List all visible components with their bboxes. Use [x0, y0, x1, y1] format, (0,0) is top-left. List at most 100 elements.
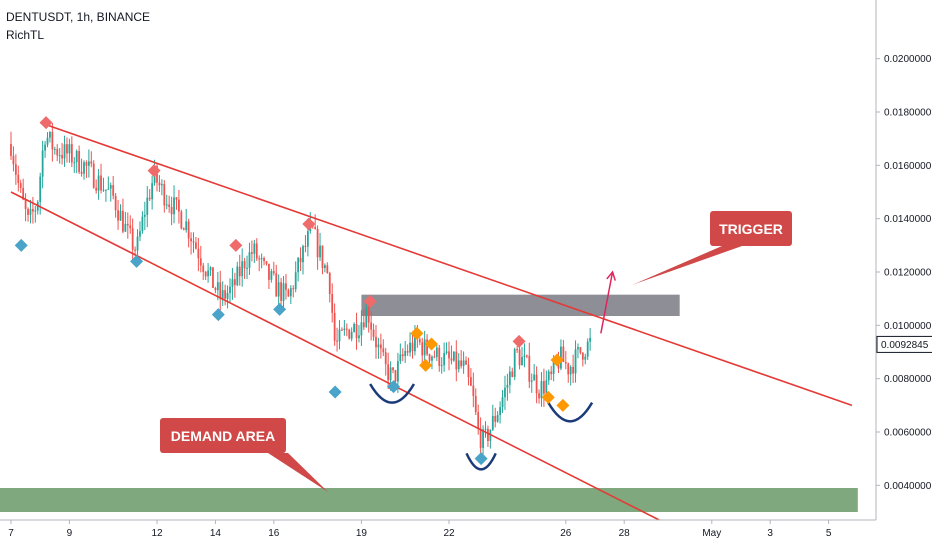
candle-body [421, 342, 424, 356]
candle-body [214, 288, 217, 291]
candle-body [452, 351, 455, 361]
candle-body [525, 355, 528, 357]
candle-body [277, 282, 280, 297]
candle-body [406, 351, 409, 353]
candle-body [236, 266, 239, 286]
candle-body [399, 354, 402, 362]
candle-body [581, 352, 584, 360]
candle-body [56, 148, 59, 156]
candle-body [445, 351, 448, 354]
price-tick-label: 0.0140000 [884, 214, 932, 225]
candle-body [280, 282, 282, 301]
candle-body [538, 393, 540, 399]
candle-body [253, 243, 256, 254]
candle-body [207, 270, 209, 277]
candle-body [302, 246, 304, 263]
candle-body [61, 155, 63, 159]
candle-body [394, 370, 397, 382]
candle-body [474, 395, 477, 413]
candle-body [516, 349, 519, 351]
candle-body [289, 288, 292, 297]
candle-body [494, 415, 497, 422]
candle-body [241, 261, 244, 277]
candle-body [431, 356, 433, 361]
candle-body [192, 241, 195, 243]
candle-body [506, 384, 509, 388]
candle-body [465, 360, 467, 365]
candle-body [221, 290, 224, 299]
current-price-label: 0.0092845 [881, 340, 929, 351]
candle-body [46, 137, 49, 145]
indicator-label: RichTL [6, 28, 45, 42]
trigger-callout: TRIGGER [632, 211, 792, 285]
candle-body [260, 258, 263, 260]
candle-body [404, 351, 407, 357]
symbol-title: DENTUSDT, 1h, BINANCE [6, 10, 151, 24]
time-tick-label: 14 [210, 528, 222, 539]
cup-arc-1 [465, 452, 497, 471]
arrow-shaft [600, 271, 614, 334]
candle-body [411, 342, 414, 352]
candle-body [134, 249, 136, 251]
candle-body [68, 144, 71, 154]
current-price-badge [876, 335, 932, 353]
candle-body [73, 162, 76, 164]
candle-body [467, 364, 470, 378]
candle-body [375, 336, 377, 348]
trigger-callout-box [710, 211, 792, 246]
candle-body [265, 261, 268, 264]
trigger-callout-pointer [632, 246, 742, 285]
candle-body [29, 209, 32, 215]
diamond-marker-14 [474, 452, 488, 466]
candle-body [204, 271, 207, 277]
candle-body [455, 351, 458, 370]
candle-body [579, 347, 582, 353]
candle-body [552, 361, 555, 374]
cup-arc-0 [369, 383, 416, 404]
candle-body [49, 131, 51, 138]
candle-body [367, 307, 370, 323]
candle-body [353, 323, 355, 332]
candle-body [543, 381, 545, 394]
candle-body [124, 223, 127, 232]
candle-body [146, 197, 149, 215]
price-tick-label: 0.0100000 [884, 321, 932, 332]
candle-body [156, 166, 158, 183]
candle-body [19, 182, 22, 188]
candle-body [224, 290, 227, 299]
arcs-layer [369, 383, 594, 471]
candle-body [343, 328, 346, 331]
candle-body [306, 231, 309, 247]
diamond-marker-11 [410, 326, 424, 340]
trendline-1 [10, 191, 660, 521]
time-tick-label: 3 [767, 528, 773, 539]
candle-body [409, 342, 411, 353]
time-tick-label: May [702, 528, 721, 539]
candle-body [187, 221, 190, 239]
candle-body [482, 429, 484, 448]
candle-body [112, 185, 115, 196]
diamond-marker-10 [387, 380, 401, 394]
candle-body [314, 227, 317, 229]
candles-layer [10, 123, 592, 458]
candle-body [328, 273, 331, 295]
price-tick-label: 0.0120000 [884, 268, 932, 279]
candle-body [185, 221, 188, 231]
time-tick-label: 28 [619, 528, 631, 539]
candle-body [326, 265, 329, 274]
candle-body [285, 283, 287, 290]
candle-body [379, 344, 382, 349]
demand-label: DEMAND AREA [171, 428, 275, 444]
candle-body [63, 144, 66, 159]
price-tick-label: 0.0160000 [884, 161, 932, 172]
candle-body [564, 361, 567, 364]
candle-body [287, 289, 290, 297]
time-tick-label: 16 [268, 528, 280, 539]
markers-layer [14, 116, 570, 466]
candle-body [243, 261, 246, 269]
candle-body [32, 209, 34, 212]
candle-body [139, 231, 141, 237]
candle-body [557, 362, 560, 369]
candle-body [324, 265, 326, 268]
